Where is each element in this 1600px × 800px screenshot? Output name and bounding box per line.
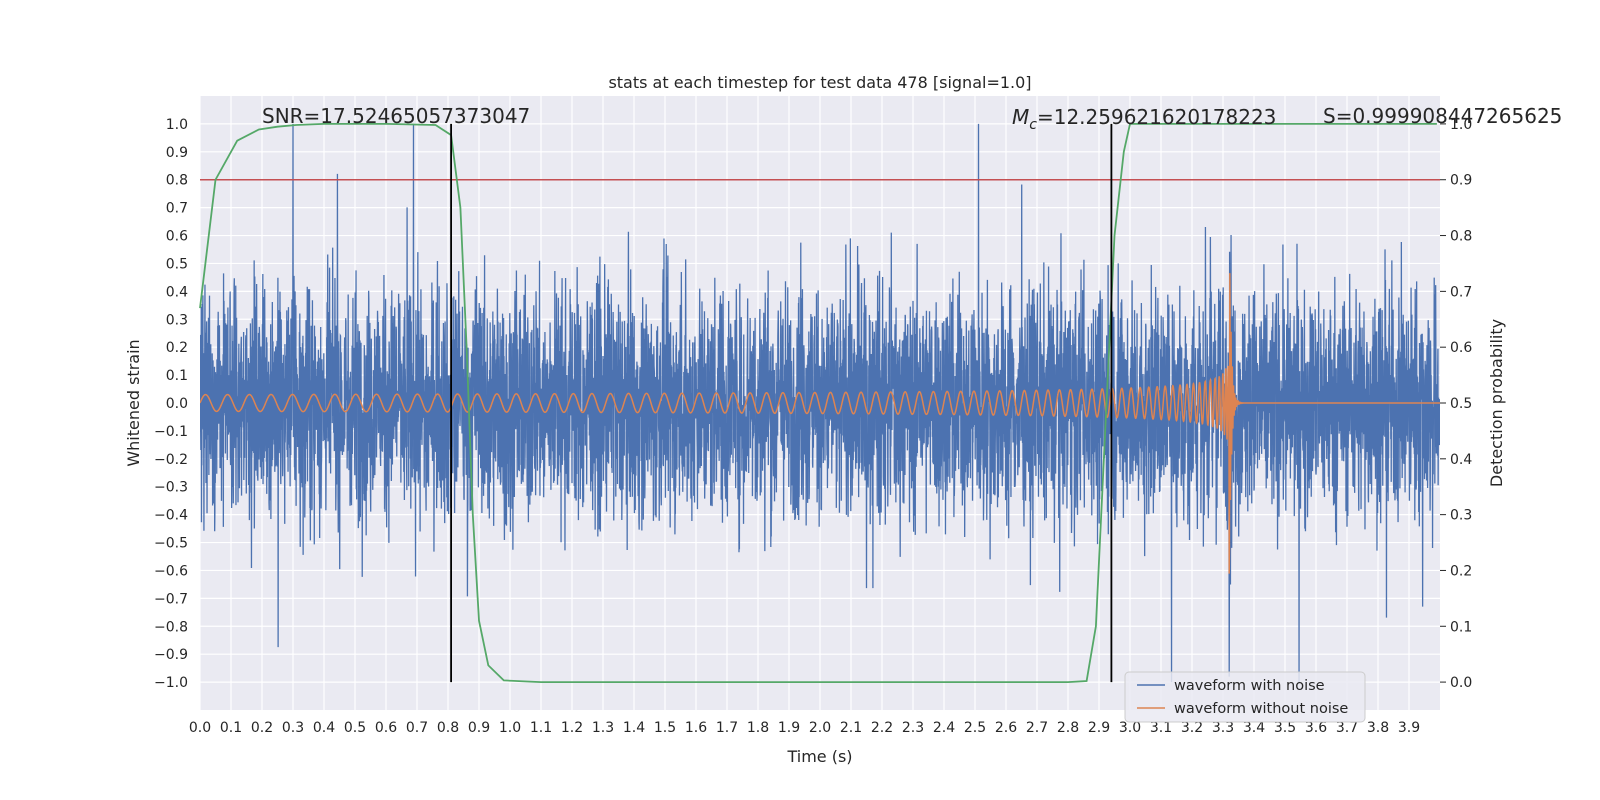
- legend-label-clean: waveform without noise: [1174, 701, 1348, 717]
- x-tick-label: 3.4: [1243, 720, 1265, 736]
- x-tick-label: 0.0: [189, 720, 211, 736]
- x-tick-label: 0.8: [437, 720, 459, 736]
- chirp-mass-annotation: Mc=12.259621620178223: [1012, 105, 1276, 133]
- x-tick-label: 3.8: [1367, 720, 1389, 736]
- tick-labels: 0.0 0.1 0.2 0.3 0.4 0.5 0.6 0.7 0.8 0.9 1.0 1.1 1.2 1…: [154, 117, 1472, 736]
- y2-tick-label: 0.0: [1450, 675, 1472, 691]
- x-tick-label: 2.1: [840, 720, 862, 736]
- x-tick-label: 2.8: [1057, 720, 1079, 736]
- y-tick-label: −0.8: [154, 619, 188, 635]
- x-tick-label: 0.1: [220, 720, 242, 736]
- x-tick-label: 3.9: [1398, 720, 1420, 736]
- x-tick-label: 0.7: [406, 720, 428, 736]
- y2-tick-label: 0.3: [1450, 508, 1472, 524]
- x-tick-label: 3.1: [1150, 720, 1172, 736]
- x-tick-label: 3.0: [1119, 720, 1141, 736]
- y-tick-label: 0.7: [166, 201, 188, 217]
- marks-layer: [199, 123, 1440, 683]
- y-tick-label: 0.5: [166, 256, 188, 272]
- y2-tick-label: 0.1: [1450, 619, 1472, 635]
- chart-title: stats at each timestep for test data 478…: [608, 73, 1031, 92]
- x-tick-label: 0.4: [313, 720, 335, 736]
- y-tick-label: 0.9: [166, 145, 188, 161]
- y2-tick-label: 0.8: [1450, 229, 1472, 245]
- x-tick-label: 1.3: [592, 720, 614, 736]
- y-tick-label: 0.1: [166, 368, 188, 384]
- y-tick-label: 0.4: [166, 284, 188, 300]
- x-tick-label: 1.7: [716, 720, 738, 736]
- x-tick-label: 2.0: [809, 720, 831, 736]
- x-tick-label: 3.6: [1305, 720, 1327, 736]
- x-tick-label: 1.4: [623, 720, 645, 736]
- x-tick-label: 1.1: [530, 720, 552, 736]
- x-tick-label: 1.6: [685, 720, 707, 736]
- y-tick-label: −0.1: [154, 424, 188, 440]
- snr-annotation: SNR=17.52465057373047: [262, 104, 530, 128]
- y2-axis-label: Detection probability: [1487, 319, 1506, 487]
- y2-tick-label: 0.7: [1450, 284, 1472, 300]
- y2-tick-label: 0.4: [1450, 452, 1472, 468]
- y-tick-label: −0.2: [154, 452, 188, 468]
- x-tick-label: 1.2: [561, 720, 583, 736]
- x-tick-label: 1.0: [499, 720, 521, 736]
- legend-label-noisy: waveform with noise: [1174, 678, 1325, 694]
- y-tick-label: −0.9: [154, 647, 188, 663]
- x-axis-label: Time (s): [786, 747, 852, 766]
- series-waveform-without-noise: [200, 273, 1440, 574]
- y-tick-label: 0.2: [166, 340, 188, 356]
- y-tick-label: −0.3: [154, 480, 188, 496]
- y-tick-label: 0.6: [166, 229, 188, 245]
- x-tick-label: 2.6: [995, 720, 1017, 736]
- x-tick-label: 1.5: [654, 720, 676, 736]
- x-tick-label: 2.7: [1026, 720, 1048, 736]
- x-tick-label: 2.5: [964, 720, 986, 736]
- x-tick-label: 0.3: [282, 720, 304, 736]
- chirp-mass-value: =12.259621620178223: [1037, 105, 1276, 129]
- x-tick-label: 2.2: [871, 720, 893, 736]
- y-tick-label: 0.3: [166, 312, 188, 328]
- x-tick-label: 3.2: [1181, 720, 1203, 736]
- x-tick-label: 0.2: [251, 720, 273, 736]
- legend-box: [1124, 671, 1366, 723]
- y2-tick-label: 0.2: [1450, 563, 1472, 579]
- x-tick-label: 0.5: [344, 720, 366, 736]
- y-axis-label: Whitened strain: [124, 339, 143, 466]
- y-tick-label: 1.0: [166, 117, 188, 133]
- x-tick-label: 1.9: [778, 720, 800, 736]
- y-tick-label: −0.5: [154, 536, 188, 552]
- y2-tick-label: 1.0: [1450, 117, 1472, 133]
- chirp-mass-symbol: M: [1012, 105, 1029, 129]
- legend: waveform with noise waveform without noi…: [1124, 671, 1366, 723]
- y-tick-label: 0.8: [166, 173, 188, 189]
- x-tick-label: 0.9: [468, 720, 490, 736]
- x-tick-label: 3.3: [1212, 720, 1234, 736]
- y2-tick-label: 0.6: [1450, 340, 1472, 356]
- score-annotation: S=0.999908447265625: [1323, 104, 1562, 128]
- x-tick-label: 2.3: [902, 720, 924, 736]
- series-detection-probability: [199, 123, 1437, 683]
- x-tick-label: 1.8: [747, 720, 769, 736]
- chirp-mass-subscript: c: [1029, 117, 1037, 133]
- y2-tick-label: 0.5: [1450, 396, 1472, 412]
- y-tick-label: −0.7: [154, 591, 188, 607]
- y-tick-label: −1.0: [154, 675, 188, 691]
- y2-tick-label: 0.9: [1450, 173, 1472, 189]
- y-tick-label: −0.6: [154, 563, 188, 579]
- series-layer: [200, 123, 1440, 683]
- x-tick-label: 3.5: [1274, 720, 1296, 736]
- y-tick-label: −0.4: [154, 508, 188, 524]
- x-tick-label: 2.4: [933, 720, 955, 736]
- x-tick-label: 0.6: [375, 720, 397, 736]
- x-tick-label: 3.7: [1336, 720, 1358, 736]
- series-waveform-with-noise: [200, 123, 1440, 683]
- x-tick-label: 2.9: [1088, 720, 1110, 736]
- y-tick-label: 0.0: [166, 396, 188, 412]
